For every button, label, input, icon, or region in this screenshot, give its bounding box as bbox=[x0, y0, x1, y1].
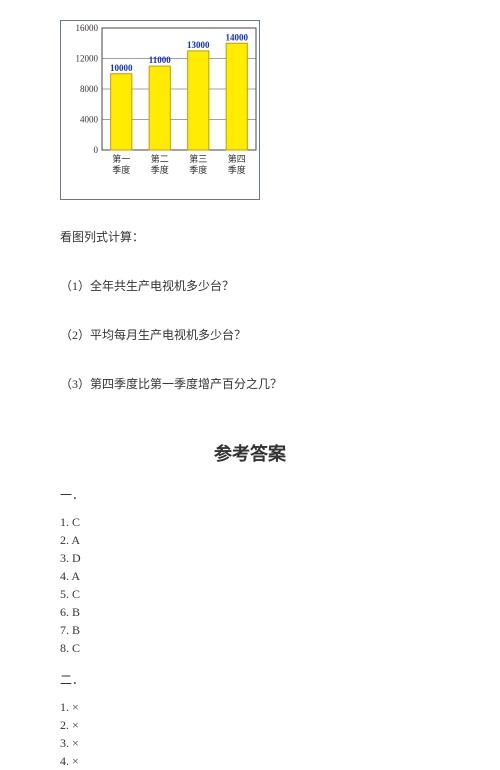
svg-text:16000: 16000 bbox=[76, 23, 99, 33]
section-2-items: 1. ×2. ×3. ×4. × bbox=[60, 698, 440, 770]
question-2: （2）平均每月生产电视机多少台？ bbox=[60, 326, 440, 343]
svg-text:0: 0 bbox=[94, 145, 99, 155]
svg-text:季度: 季度 bbox=[189, 164, 207, 175]
question-3: （3）第四季度比第一季度增产百分之几？ bbox=[60, 375, 440, 392]
section-1-label: 一． bbox=[60, 486, 440, 503]
svg-text:4000: 4000 bbox=[80, 115, 99, 125]
section-2-label: 二． bbox=[60, 671, 440, 688]
svg-text:12000: 12000 bbox=[76, 54, 99, 64]
section-1-item: 7. B bbox=[60, 621, 440, 639]
svg-text:第四: 第四 bbox=[228, 153, 246, 164]
svg-text:第三: 第三 bbox=[189, 153, 207, 164]
section-1-item: 4. A bbox=[60, 567, 440, 585]
svg-text:季度: 季度 bbox=[151, 164, 169, 175]
bar-chart: 040008000120001600010000第一季度11000第二季度130… bbox=[60, 20, 260, 200]
section-1-item: 6. B bbox=[60, 603, 440, 621]
section-2-item: 1. × bbox=[60, 698, 440, 716]
svg-text:季度: 季度 bbox=[112, 164, 130, 175]
chart-prompt: 看图列式计算： bbox=[60, 228, 440, 245]
section-1-item: 3. D bbox=[60, 549, 440, 567]
section-1-item: 2. A bbox=[60, 531, 440, 549]
svg-text:第二: 第二 bbox=[151, 153, 169, 164]
svg-text:14000: 14000 bbox=[226, 32, 249, 42]
svg-text:11000: 11000 bbox=[149, 55, 172, 65]
section-1-item: 1. C bbox=[60, 513, 440, 531]
svg-text:第一: 第一 bbox=[112, 153, 130, 164]
section-2-item: 4. × bbox=[60, 752, 440, 770]
section-2-item: 3. × bbox=[60, 734, 440, 752]
section-1-item: 8. C bbox=[60, 639, 440, 657]
svg-text:8000: 8000 bbox=[80, 84, 99, 94]
svg-text:10000: 10000 bbox=[110, 63, 133, 73]
section-1-item: 5. C bbox=[60, 585, 440, 603]
section-2-item: 2. × bbox=[60, 716, 440, 734]
svg-text:季度: 季度 bbox=[228, 164, 246, 175]
question-1: （1）全年共生产电视机多少台？ bbox=[60, 277, 440, 294]
answers-heading: 参考答案 bbox=[60, 440, 440, 466]
svg-text:13000: 13000 bbox=[187, 40, 210, 50]
section-1-items: 1. C2. A3. D4. A5. C6. B7. B8. C bbox=[60, 513, 440, 657]
